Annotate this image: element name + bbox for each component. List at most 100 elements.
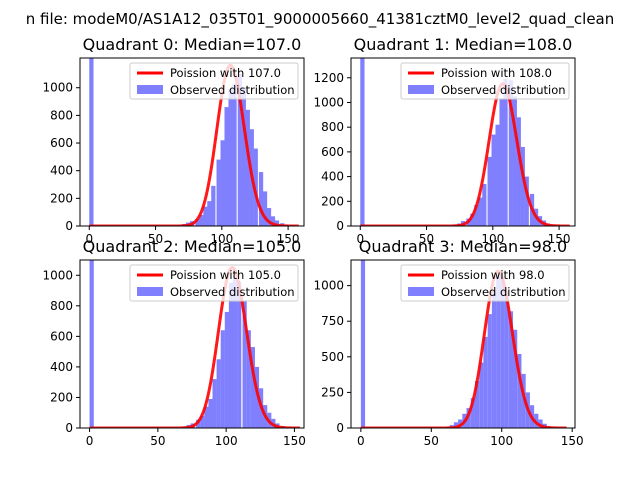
histogram-bar	[512, 96, 517, 226]
histogram-bar	[478, 197, 483, 226]
histogram-bar	[224, 107, 229, 226]
histogram-bar	[237, 73, 242, 226]
x-tick-label: 150	[283, 434, 306, 448]
poisson-line	[88, 63, 300, 226]
histogram-bar	[479, 362, 484, 428]
histogram-bar	[258, 172, 264, 226]
y-tick-label: 600	[50, 136, 73, 150]
histogram-bar	[266, 208, 272, 226]
histogram-bar	[487, 156, 492, 226]
x-tick-label: 150	[561, 434, 584, 448]
histogram-bar	[474, 381, 480, 428]
histogram-bar	[491, 291, 497, 428]
chart-title: Quadrant 0: Median=107.0	[83, 35, 302, 54]
histogram-bar	[504, 291, 509, 428]
y-tick-label: 400	[321, 170, 344, 184]
histogram-bar	[220, 140, 225, 226]
x-tick-label: 100	[481, 232, 504, 246]
plot-area	[359, 58, 571, 226]
legend-bar-swatch	[408, 287, 434, 296]
x-tick-label: 150	[548, 232, 571, 246]
histogram-bar	[360, 58, 365, 226]
y-tick-label: 400	[50, 360, 73, 374]
histogram-bar	[211, 185, 216, 226]
histogram-bar	[250, 347, 255, 428]
x-tick-label: 50	[419, 232, 434, 246]
histogram-bar	[200, 415, 205, 428]
histogram-bar	[499, 98, 504, 226]
legend-label-poisson: Poission with 105.0	[170, 268, 281, 282]
histogram-bar	[224, 311, 230, 428]
axes-frame	[79, 259, 305, 429]
histogram-bar	[254, 366, 260, 428]
histogram-bar	[228, 282, 234, 428]
histogram-bar	[487, 314, 492, 428]
y-tick-label: 400	[50, 164, 73, 178]
legend-label-poisson: Poission with 108.0	[441, 66, 552, 80]
histogram-bar	[483, 336, 488, 428]
y-tick-label: 200	[50, 390, 73, 404]
histogram-bar	[508, 311, 514, 428]
y-tick-label: 1000	[42, 268, 73, 282]
histogram-bar	[195, 219, 200, 226]
histogram-bar	[204, 406, 209, 428]
histogram-bar	[228, 89, 233, 226]
plot-area	[88, 260, 301, 428]
histogram-bar	[253, 148, 258, 226]
histogram-bar	[508, 80, 513, 226]
x-tick-label: 0	[85, 232, 93, 246]
histogram-bar	[513, 329, 518, 428]
legend: Poission with 108.0 Observed distribution	[400, 62, 570, 100]
y-tick-label: 600	[50, 329, 73, 343]
chart-panel-1: 0 50 100 150 0 200 400 600 800 1000 1200 Quadrant 1…	[313, 35, 576, 246]
legend-box	[129, 264, 299, 302]
x-tick-label: 50	[424, 434, 439, 448]
x-tick-label: 50	[150, 434, 165, 448]
histogram-bar	[216, 159, 221, 226]
legend: Poission with 105.0 Observed distribution	[129, 264, 299, 302]
y-tick-label: 200	[50, 191, 73, 205]
histogram-bar	[520, 146, 525, 226]
y-tick-label: 800	[321, 120, 344, 134]
y-tick-label: 1000	[313, 95, 344, 109]
histogram-bar	[538, 419, 543, 428]
y-tick-label: 1000	[42, 81, 73, 95]
histogram-bar	[212, 379, 217, 428]
histogram-bar	[482, 184, 487, 226]
y-tick-label: 0	[336, 421, 344, 435]
histogram-bar	[521, 373, 526, 428]
histogram-bar	[466, 408, 471, 428]
histogram-bar	[495, 124, 500, 226]
histogram-bar	[453, 422, 459, 428]
histogram-bar	[491, 134, 496, 226]
legend-box	[129, 62, 299, 100]
legend-label-observed: Observed distribution	[441, 83, 566, 97]
histogram-bar	[199, 214, 204, 226]
histogram-bar	[89, 260, 94, 428]
histogram-bar	[274, 220, 280, 226]
figure-suptitle: n file: modeM0/AS1A12_035T01_9000005660_…	[26, 10, 615, 29]
y-tick-label: 600	[321, 145, 344, 159]
legend-label-observed: Observed distribution	[170, 83, 295, 97]
y-tick-label: 250	[321, 385, 344, 399]
y-tick-label: 1000	[313, 279, 344, 293]
legend-bar-swatch	[137, 287, 163, 296]
histogram-bar	[500, 277, 505, 428]
chart-title: Quadrant 2: Median=105.0	[83, 237, 302, 256]
x-tick-label: 0	[357, 434, 365, 448]
legend-bar-swatch	[137, 85, 163, 94]
histogram-bar	[245, 109, 250, 226]
y-tick-label: 500	[321, 350, 344, 364]
histogram-bar	[470, 213, 475, 226]
chart-panel-3: 0 50 100 150 0 250 500 750 1000 Quadrant 3: Media…	[313, 237, 583, 448]
histogram-bar	[516, 117, 521, 226]
axes-frame	[350, 57, 576, 227]
x-tick-label: 100	[210, 232, 233, 246]
histogram-bar	[262, 191, 268, 226]
histogram-bar	[89, 58, 94, 226]
poisson-line	[88, 265, 301, 428]
legend: Poission with 98.0 Observed distribution	[400, 264, 570, 302]
poisson-line	[360, 269, 568, 428]
x-tick-label: 100	[215, 434, 238, 448]
